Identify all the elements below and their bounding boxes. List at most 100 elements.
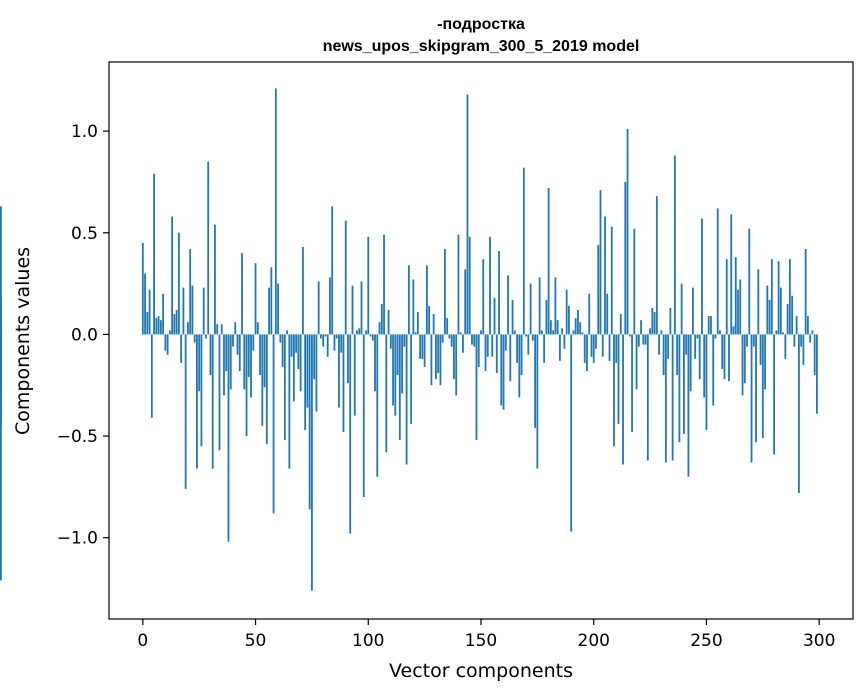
bar-42 (236, 334, 239, 355)
bar-61 (279, 334, 282, 343)
bar-214 (624, 181, 627, 335)
bar-248 (701, 218, 703, 335)
bar-128 (430, 334, 433, 386)
bar-52 (259, 334, 261, 376)
bar-9 (162, 293, 165, 335)
bar-86 (335, 334, 338, 339)
bar-51 (256, 322, 259, 335)
bar-157 (495, 334, 498, 374)
bar-152 (484, 334, 487, 371)
bar-180 (547, 188, 550, 335)
bar-274 (759, 334, 762, 365)
bar-13 (171, 216, 174, 335)
bar-118 (407, 265, 410, 335)
bar-193 (577, 310, 579, 335)
bar-226 (651, 307, 654, 335)
bar-195 (581, 332, 584, 335)
bar-105 (378, 322, 381, 335)
bar-106 (380, 303, 383, 335)
bar-155 (491, 334, 494, 357)
bar-276 (764, 334, 766, 390)
bar-172 (529, 283, 532, 335)
bar-240 (683, 334, 685, 435)
bar-72 (304, 334, 307, 430)
x-tick-label: 150 (465, 631, 497, 651)
bar-63 (283, 334, 286, 441)
bar-137 (450, 334, 453, 347)
bar-89 (342, 334, 345, 432)
bar-194 (579, 322, 582, 335)
bar-205 (604, 216, 606, 335)
bar-70 (299, 334, 302, 392)
bar-255 (716, 208, 719, 335)
bar-2 (146, 312, 149, 335)
bar-218 (633, 228, 636, 335)
bar-129 (432, 314, 435, 335)
chart-title-line-1: -подростка (437, 16, 525, 33)
y-axis-ticks: −1.0 −0.5 0.0 0.5 1.0 (57, 122, 109, 549)
bar-279 (770, 259, 773, 335)
bar-98 (362, 334, 365, 498)
bar-96 (358, 328, 361, 335)
bar-299 (816, 334, 818, 414)
bar-202 (597, 244, 600, 335)
bar-250 (705, 334, 708, 430)
bar-211 (617, 334, 620, 424)
bar-4 (150, 334, 153, 418)
bar-184 (556, 320, 559, 335)
bar-54 (263, 334, 266, 388)
bar-12 (168, 330, 171, 335)
y-axis-label: Components values (12, 247, 34, 435)
bar-164 (511, 299, 514, 335)
bar-257 (721, 334, 724, 369)
bar-173 (531, 334, 534, 341)
bar-217 (631, 334, 633, 432)
chart-title-line-2: news_upos_skipgram_300_5_2019 model (323, 38, 640, 55)
bar-126 (425, 265, 428, 335)
bar-284 (782, 332, 785, 335)
bar-26 (200, 334, 203, 447)
bar-289 (793, 334, 796, 347)
bar-222 (642, 334, 645, 345)
bar-146 (471, 334, 473, 345)
bar-134 (444, 249, 446, 335)
bar-95 (356, 330, 358, 335)
bar-280 (773, 334, 775, 455)
bar-115 (401, 334, 403, 394)
bar-196 (583, 334, 586, 363)
bar-93 (351, 285, 354, 335)
bar-215 (626, 129, 629, 335)
bar-185 (559, 334, 561, 361)
x-tick-label: 200 (578, 631, 610, 651)
bar-8 (159, 320, 162, 335)
bar-135 (446, 318, 449, 335)
bar-253 (712, 334, 715, 406)
bar-24 (196, 334, 198, 469)
bar-231 (662, 334, 665, 376)
bar-237 (676, 334, 679, 376)
bar-203 (599, 190, 602, 335)
bar-188 (565, 289, 568, 335)
bar-227 (653, 312, 656, 335)
bar-85 (333, 334, 336, 351)
bar-38 (227, 334, 230, 542)
bar-84 (331, 206, 334, 335)
bar-158 (498, 251, 500, 335)
bar-281 (775, 330, 778, 335)
bar-199 (590, 334, 593, 357)
bar-130 (435, 334, 437, 380)
bar-undefined (0, 334, 2, 392)
plot-frame (108, 61, 854, 620)
bar-224 (646, 334, 649, 461)
bar-57 (270, 267, 273, 335)
bar-187 (563, 334, 566, 349)
bar-154 (489, 236, 491, 335)
bar-220 (637, 334, 640, 347)
bar-177 (540, 330, 543, 335)
bar-230 (660, 330, 663, 335)
bar-294 (804, 249, 807, 335)
bar-25 (198, 334, 201, 392)
bar-103 (374, 334, 376, 392)
bar-35 (220, 324, 223, 335)
